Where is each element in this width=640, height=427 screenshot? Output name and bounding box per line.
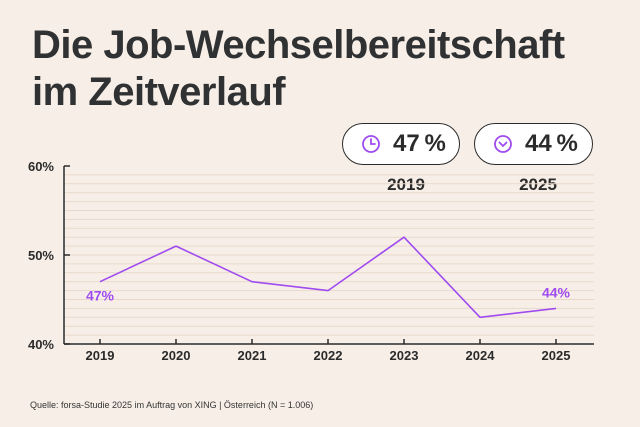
x-tick-label: 2025 — [542, 348, 571, 363]
x-tick-label: 2022 — [314, 348, 343, 363]
data-label: 47% — [86, 288, 115, 304]
x-axis-ticks: 2019 2020 2021 2022 2023 2024 2025 — [86, 339, 571, 363]
title-line-1: Die Job-Wechselbereitschaft — [32, 23, 565, 67]
chart-title: Die Job-Wechselbereitschaft im Zeitverla… — [32, 22, 565, 116]
x-tick-label: 2021 — [238, 348, 267, 363]
y-tick-label: 40% — [28, 337, 54, 352]
clock-icon — [362, 135, 380, 153]
chart-grid — [64, 174, 594, 336]
highlight-year-2025: 2025 — [519, 175, 557, 194]
x-tick-label: 2020 — [162, 348, 191, 363]
data-label: 44% — [542, 284, 571, 300]
x-tick-label: 2023 — [390, 348, 419, 363]
x-tick-label: 2019 — [86, 348, 115, 363]
chevron-down-circle-icon — [494, 135, 512, 153]
highlight-value-2025: 44 % — [525, 130, 578, 157]
y-axis-ticks: 40% 50% 60% — [28, 159, 70, 352]
chart-series — [99, 236, 557, 319]
highlight-pill-2019: 47 % — [342, 123, 460, 165]
y-tick-label: 60% — [28, 159, 54, 174]
y-tick-label: 50% — [28, 248, 54, 263]
data-labels: 47% 44% — [86, 284, 571, 303]
highlight-pill-2025: 44 % — [474, 123, 593, 165]
title-line-2: im Zeitverlauf — [32, 70, 286, 114]
x-tick-label: 2024 — [466, 348, 496, 363]
highlight-year-2019: 2019 — [387, 175, 425, 194]
series-line — [99, 236, 557, 319]
source-note: Quelle: forsa-Studie 2025 im Auftrag von… — [30, 400, 314, 410]
highlight-value-2019: 47 % — [393, 130, 446, 157]
